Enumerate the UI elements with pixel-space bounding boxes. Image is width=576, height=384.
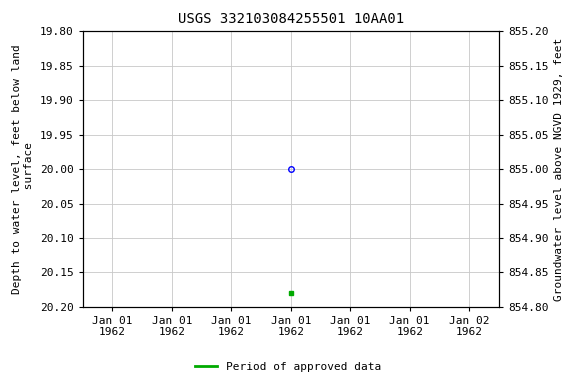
Y-axis label: Depth to water level, feet below land
 surface: Depth to water level, feet below land su… [12, 44, 35, 294]
Legend: Period of approved data: Period of approved data [191, 358, 385, 377]
Title: USGS 332103084255501 10AA01: USGS 332103084255501 10AA01 [178, 12, 404, 26]
Y-axis label: Groundwater level above NGVD 1929, feet: Groundwater level above NGVD 1929, feet [554, 38, 564, 301]
